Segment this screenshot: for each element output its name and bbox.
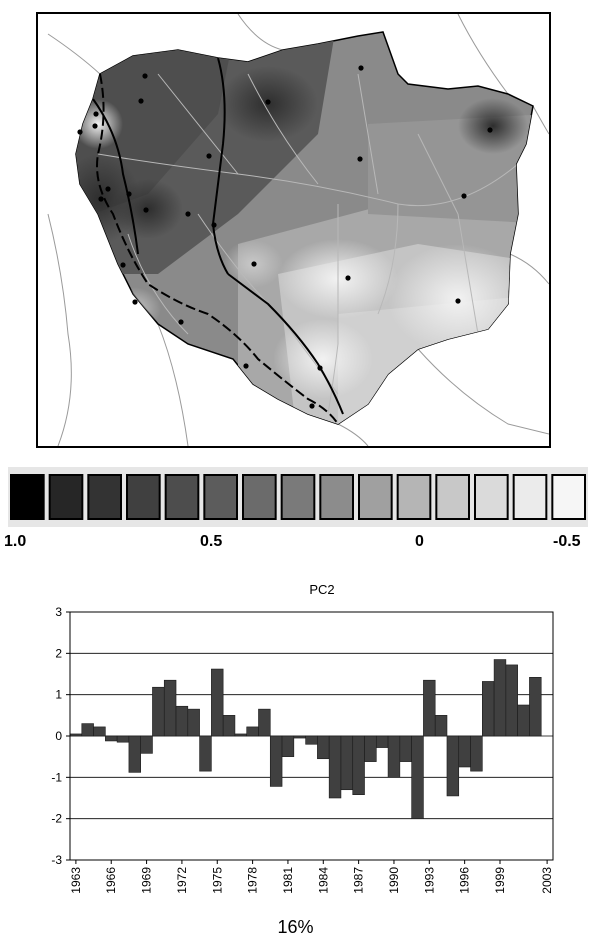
legend-swatch xyxy=(164,474,200,520)
x-tick-label: 1972 xyxy=(175,867,189,894)
x-tick-label: 1996 xyxy=(458,867,472,894)
country-borders xyxy=(47,14,549,446)
bar-1973 xyxy=(187,708,200,737)
bar-1970 xyxy=(152,686,165,737)
legend-label-1: 1.0 xyxy=(4,533,27,550)
bar-1977 xyxy=(234,733,248,737)
y-tick-label: 0 xyxy=(55,729,62,743)
y-tick-label: 1 xyxy=(55,688,62,702)
bar-1967 xyxy=(116,735,130,743)
y-tick-label: -1 xyxy=(51,770,62,784)
bar-1981 xyxy=(281,735,295,757)
legend-label-0-5: 0.5 xyxy=(200,533,223,550)
map-svg xyxy=(47,14,549,446)
chart-bars xyxy=(69,659,542,819)
chart-title: PC2 xyxy=(309,582,334,597)
x-tick-label: 1963 xyxy=(69,867,83,894)
bar-1980 xyxy=(269,735,283,787)
legend-swatch xyxy=(242,474,277,520)
legend-swatch xyxy=(551,474,586,520)
legend-swatch xyxy=(203,474,238,520)
x-tick-label: 1984 xyxy=(316,867,330,894)
bar-1998 xyxy=(482,681,495,737)
legend-label-0: 0 xyxy=(415,533,424,550)
y-axis-tick-labels: -3 -2 -1 0 1 2 3 xyxy=(51,605,70,867)
bar-2002 xyxy=(529,677,542,737)
bar-1975 xyxy=(211,668,224,737)
x-tick-label: 1993 xyxy=(422,867,436,894)
legend-swatch xyxy=(512,474,548,520)
bar-1991 xyxy=(399,735,412,762)
national-boundaries xyxy=(92,57,344,425)
x-tick-label: 1990 xyxy=(387,867,401,894)
bar-1987 xyxy=(352,735,365,795)
bar-1992 xyxy=(411,735,424,819)
legend-swatch xyxy=(48,474,84,520)
bar-1972 xyxy=(175,705,189,737)
bar-1990 xyxy=(387,735,401,778)
bar-1966 xyxy=(105,735,118,742)
legend-swatch xyxy=(396,474,432,520)
bar-1971 xyxy=(163,679,177,737)
y-tick-label: 3 xyxy=(55,605,62,619)
bar-1979 xyxy=(258,708,271,737)
x-tick-label: 2003 xyxy=(540,867,554,894)
bar-1969 xyxy=(140,735,153,754)
bar-1982 xyxy=(293,735,306,739)
bar-1989 xyxy=(375,735,389,748)
legend-swatch xyxy=(435,474,471,520)
bar-1964 xyxy=(81,723,94,737)
legend-swatch xyxy=(474,474,509,520)
legend-swatch xyxy=(87,474,123,520)
legend-swatch xyxy=(126,474,161,520)
x-tick-label: 1987 xyxy=(352,867,366,894)
pc2-loading-map xyxy=(36,12,551,448)
station-markers xyxy=(77,65,493,409)
x-tick-label: 1999 xyxy=(493,867,507,894)
y-tick-label: -3 xyxy=(51,853,62,867)
bar-1988 xyxy=(364,735,377,762)
loading-contours xyxy=(76,32,533,424)
bar-1968 xyxy=(128,735,141,773)
y-tick-label: 2 xyxy=(55,646,62,660)
bar-1999 xyxy=(493,659,507,737)
color-scale-legend xyxy=(8,467,588,527)
x-tick-label: 1966 xyxy=(104,867,118,894)
legend-swatch xyxy=(10,474,45,520)
y-tick-label: -2 xyxy=(51,812,62,826)
plot-frame xyxy=(69,611,554,861)
x-tick-label: 1978 xyxy=(246,867,260,894)
bar-1976 xyxy=(222,715,236,737)
legend-swatch xyxy=(319,474,355,520)
bar-1985 xyxy=(328,735,342,799)
x-tick-label: 1975 xyxy=(210,867,224,894)
legend-swatch xyxy=(280,474,316,520)
bar-2000 xyxy=(505,664,518,737)
bar-1984 xyxy=(317,735,330,760)
x-axis-tick-labels: 1963 1966 1969 1972 1975 1978 1981 1984 1987 1990… xyxy=(69,860,554,894)
bar-1983 xyxy=(305,735,318,745)
bar-1993 xyxy=(423,679,436,737)
legend-label-neg-0-5: -0.5 xyxy=(553,533,581,550)
bar-1978 xyxy=(246,726,259,737)
explained-variance-label: 16% xyxy=(277,917,314,937)
bar-1994 xyxy=(434,715,448,737)
bar-1996 xyxy=(458,735,471,768)
bar-1986 xyxy=(340,735,354,791)
bar-1997 xyxy=(470,735,483,772)
bar-1965 xyxy=(93,726,106,737)
bar-1995 xyxy=(446,735,460,797)
bar-1974 xyxy=(199,735,212,772)
x-tick-label: 1969 xyxy=(140,867,154,894)
x-tick-label: 1981 xyxy=(281,867,295,894)
legend-swatch xyxy=(358,474,393,520)
bar-1963 xyxy=(69,733,83,737)
bar-2001 xyxy=(517,704,530,737)
